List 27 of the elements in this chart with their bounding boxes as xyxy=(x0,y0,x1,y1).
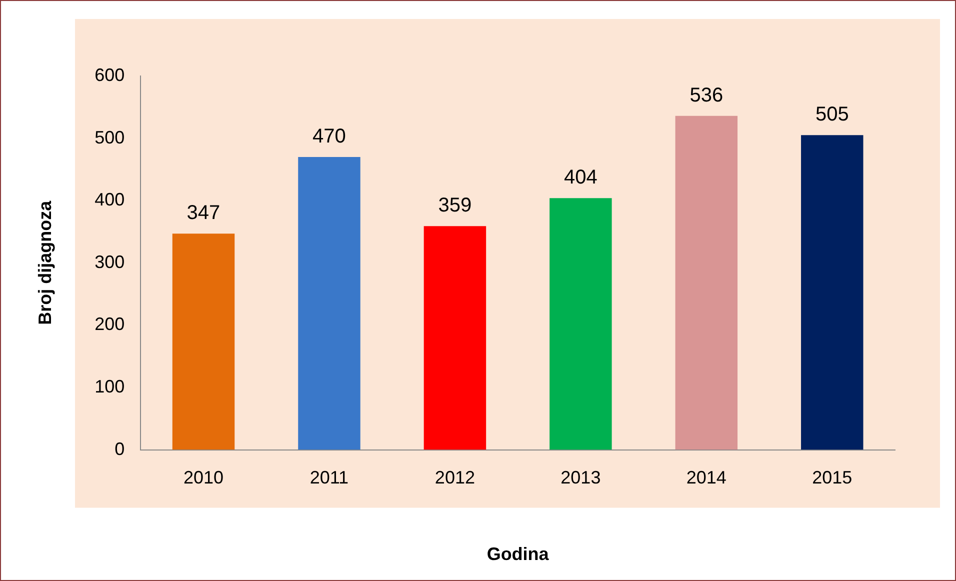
y-tick-label: 500 xyxy=(94,127,125,148)
data-label: 347 xyxy=(186,202,220,224)
y-tick-label: 400 xyxy=(94,190,125,210)
y-axis-title: Broj dijagnoza xyxy=(34,200,55,325)
x-tick-label: 2012 xyxy=(434,468,475,488)
x-tick-label: 2010 xyxy=(183,468,224,488)
data-label: 404 xyxy=(564,166,598,189)
bar xyxy=(801,135,864,450)
y-tick-label: 300 xyxy=(94,252,125,272)
data-label: 505 xyxy=(815,104,849,126)
bar xyxy=(298,156,360,450)
bar xyxy=(675,116,738,450)
x-tick-label: 2014 xyxy=(686,468,726,488)
data-label: 359 xyxy=(438,194,472,217)
y-tick-label: 100 xyxy=(94,376,125,396)
x-tick-label: 2011 xyxy=(310,468,349,488)
x-axis-title: Godina xyxy=(486,544,550,564)
y-tick-label: 0 xyxy=(114,438,125,459)
data-label: 536 xyxy=(690,84,724,106)
y-tick-label: 200 xyxy=(94,314,125,334)
x-tick-label: 2013 xyxy=(560,468,601,488)
y-tick-label: 600 xyxy=(94,64,125,85)
x-tick-label: 2015 xyxy=(812,468,852,488)
data-label: 470 xyxy=(312,126,346,148)
bar xyxy=(424,226,486,450)
bar xyxy=(172,234,235,450)
bar xyxy=(550,198,612,450)
